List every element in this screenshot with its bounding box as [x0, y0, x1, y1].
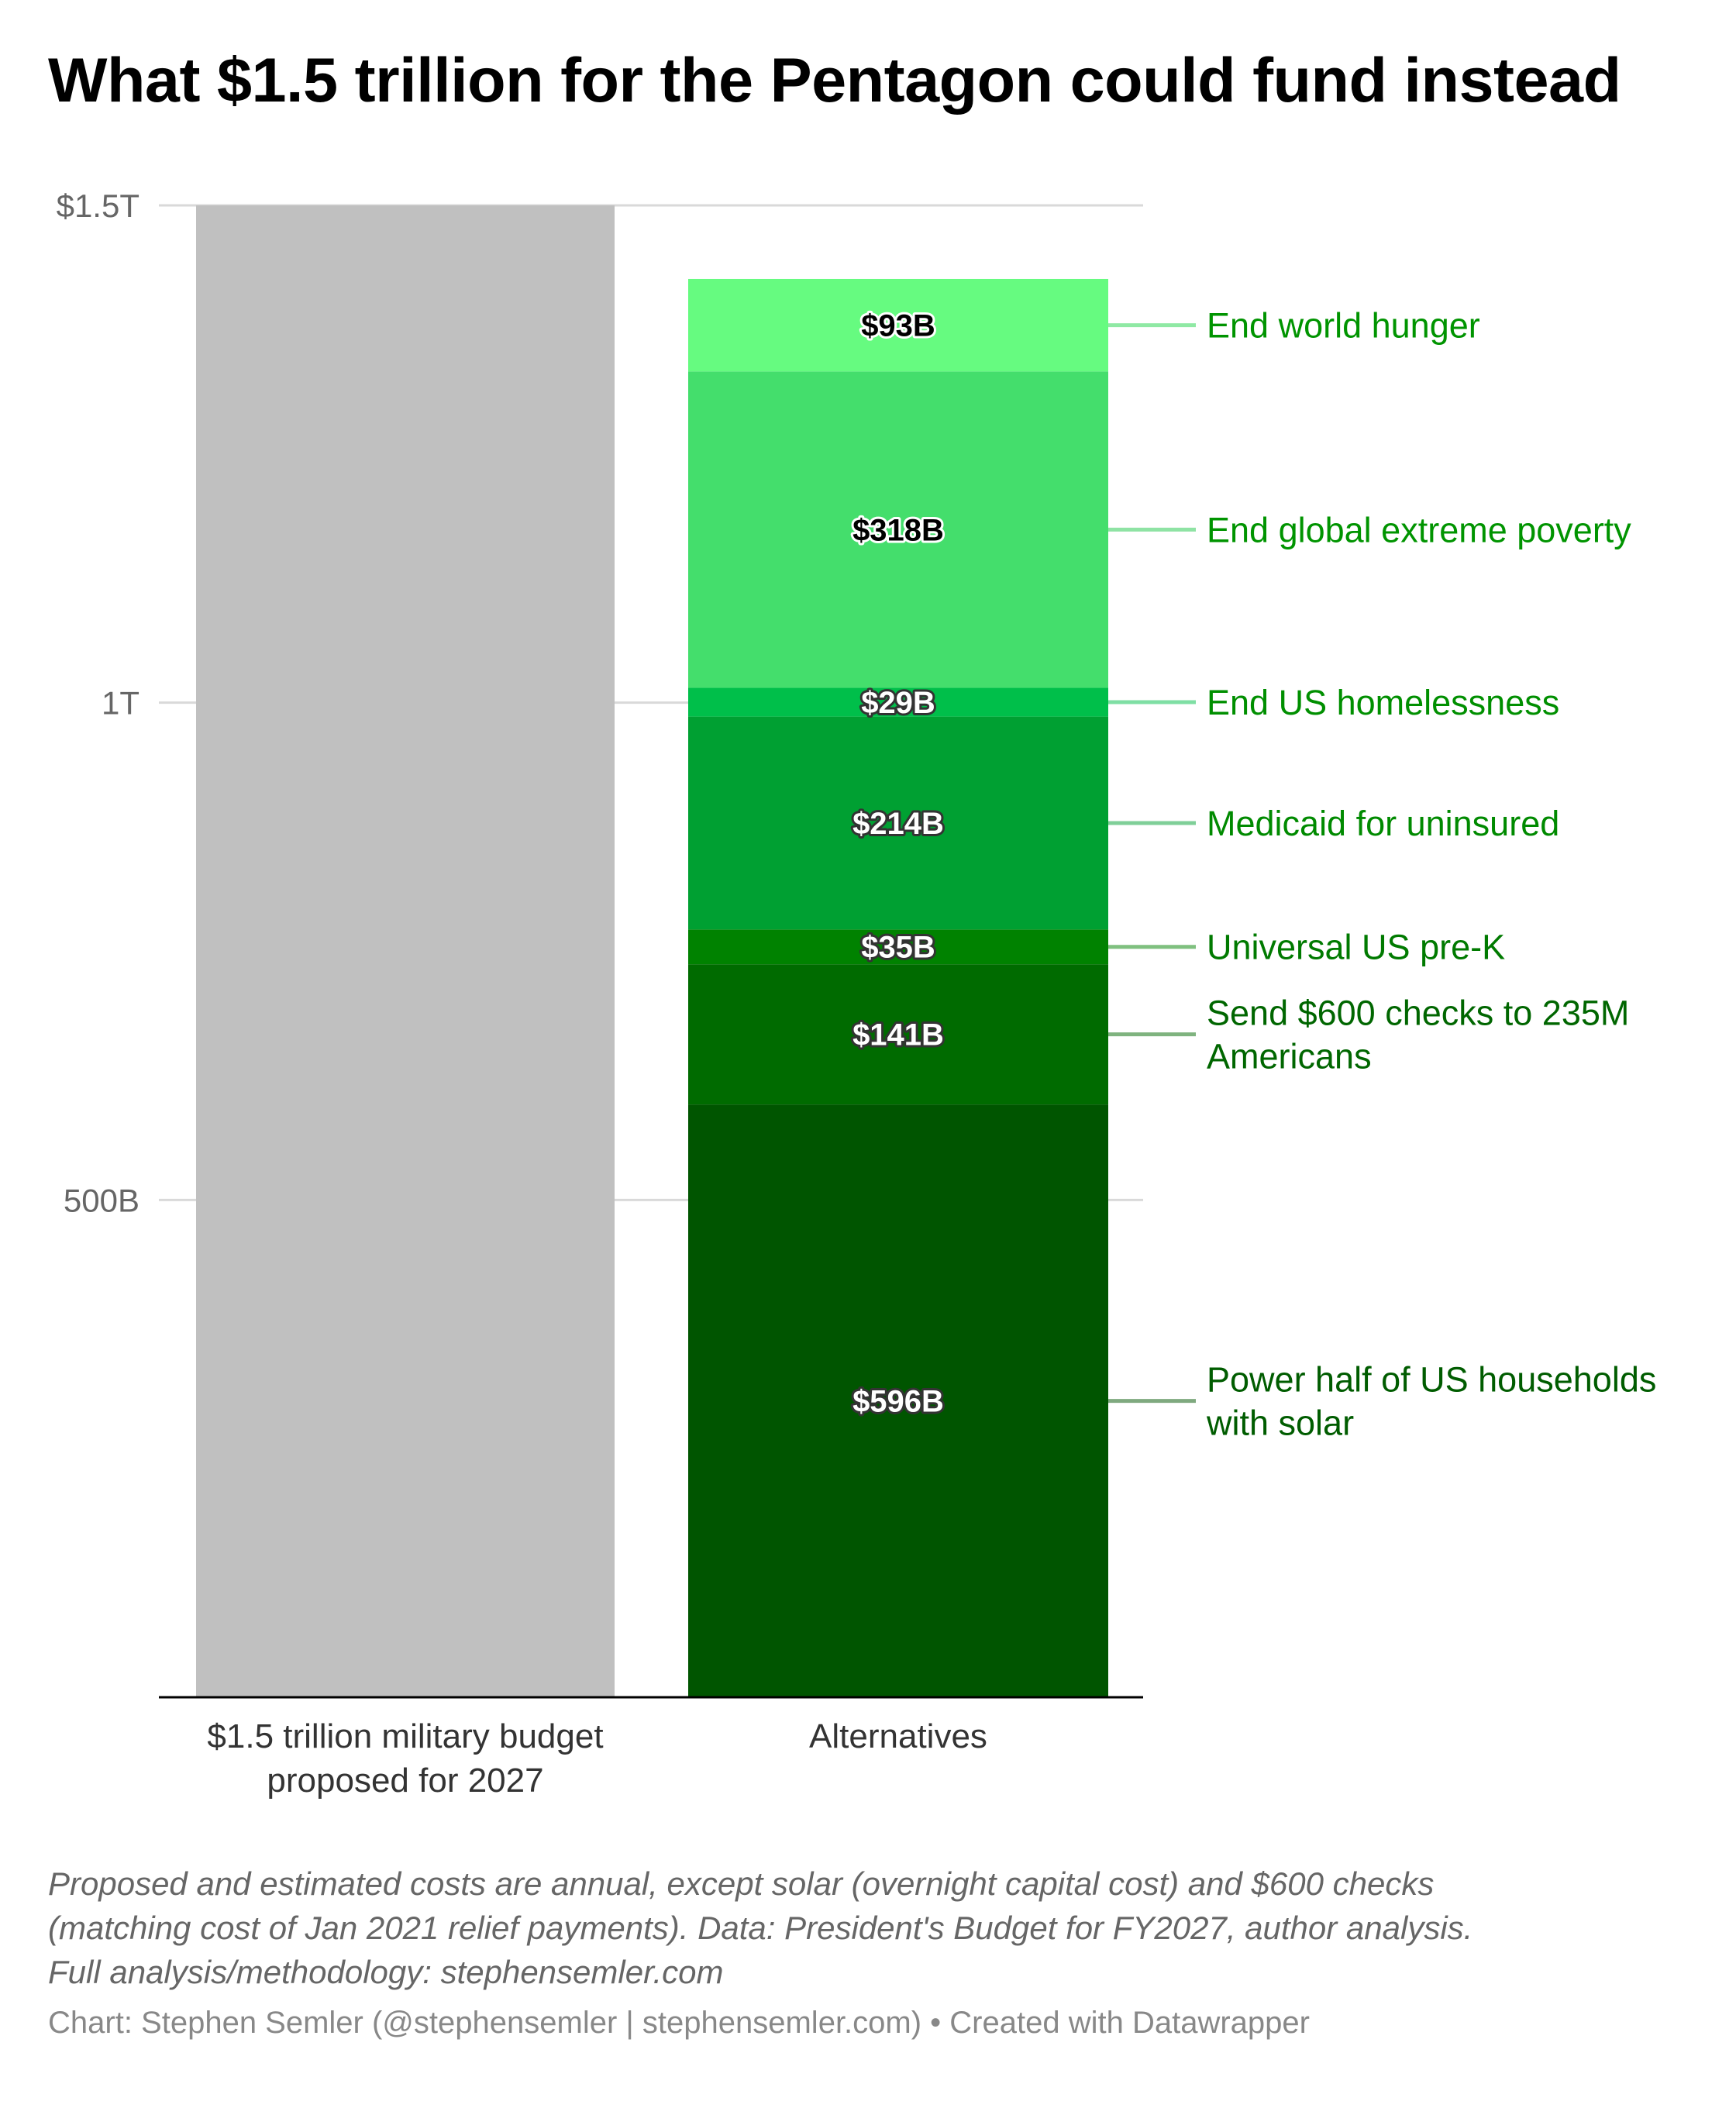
axes: $1.5T 1T 500B $1.5 trillion military budget… [57, 188, 1143, 1800]
bar-segment [688, 964, 1108, 1105]
segment-value-label: $141B [852, 1018, 944, 1052]
annotation-label: Send $600 checks to 235M [1207, 994, 1629, 1033]
chart-title: What $1.5 trillion for the Pentagon coul… [48, 46, 1621, 115]
annotation-label: End global extreme poverty [1207, 510, 1631, 549]
segment-value-label: $29B [861, 686, 935, 720]
annotation-label: End US homelessness [1207, 683, 1559, 722]
segment-value-label: $35B [861, 931, 935, 965]
bar-segment [688, 1104, 1108, 1697]
annotation-label: Americans [1207, 1037, 1372, 1076]
y-tick-label: $1.5T [57, 188, 140, 224]
note-line: Proposed and estimated costs are annual,… [48, 1865, 1435, 1902]
note-line: (matching cost of Jan 2021 relief paymen… [48, 1910, 1473, 1946]
annotation-label: End world hunger [1207, 306, 1480, 346]
segment-value-label: $93B [861, 309, 935, 343]
value-labels: $596B $141B $35B $214B $29B $318B $93B [850, 307, 946, 1421]
chart-notes: Proposed and estimated costs are annual,… [48, 1862, 1707, 1994]
x-category-label: proposed for 2027 [267, 1762, 543, 1800]
bar-segment [688, 716, 1108, 930]
y-tick-label: 1T [102, 685, 140, 722]
annotations: Power half of US households with solar Sen… [1108, 306, 1656, 1443]
annotation-label: Universal US pre-K [1207, 928, 1505, 967]
segment-value-label: $596B [852, 1385, 944, 1419]
segment-value-label: $318B [852, 513, 944, 547]
bar-military-budget [196, 205, 615, 1697]
annotation-label: Power half of US households [1207, 1360, 1656, 1400]
bar-segment [688, 278, 1108, 372]
bar-segment [688, 687, 1108, 717]
annotation-label: Medicaid for uninsured [1207, 804, 1559, 843]
bar-segment [688, 371, 1108, 688]
x-category-label: $1.5 trillion military budget [207, 1717, 603, 1755]
bar-segment [688, 929, 1108, 965]
annotation-label: with solar [1206, 1404, 1354, 1443]
y-tick-label: 500B [64, 1182, 140, 1218]
chart-credit: Chart: Stephen Semler (@stephensemler | … [48, 2006, 1310, 2040]
segment-value-label: $214B [852, 807, 944, 841]
x-category-label: Alternatives [809, 1717, 987, 1755]
bars [196, 205, 1108, 1697]
note-line: Full analysis/methodology: stephensemler… [48, 1954, 724, 1990]
